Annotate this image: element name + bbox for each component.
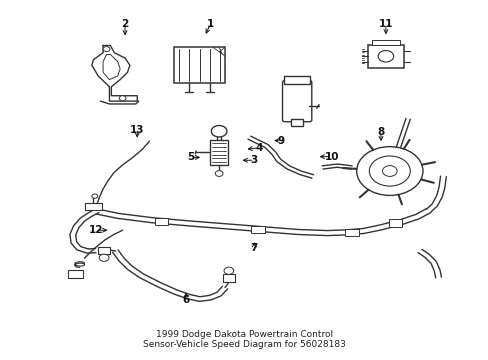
Circle shape [224, 267, 233, 274]
FancyBboxPatch shape [174, 47, 225, 83]
FancyBboxPatch shape [367, 45, 404, 68]
Circle shape [211, 126, 226, 137]
FancyBboxPatch shape [155, 218, 168, 225]
Text: 6: 6 [182, 295, 189, 305]
Text: 4: 4 [255, 143, 262, 153]
Circle shape [119, 96, 126, 101]
Text: 2: 2 [121, 19, 128, 29]
FancyBboxPatch shape [282, 81, 311, 122]
Text: 11: 11 [378, 19, 392, 29]
Text: 3: 3 [250, 155, 257, 165]
FancyBboxPatch shape [291, 119, 303, 126]
Text: 12: 12 [88, 225, 103, 235]
FancyBboxPatch shape [284, 76, 310, 84]
Text: 10: 10 [325, 152, 339, 162]
Text: 13: 13 [130, 125, 144, 135]
FancyBboxPatch shape [209, 140, 228, 165]
Text: 5: 5 [187, 152, 194, 162]
Text: 7: 7 [250, 243, 257, 253]
FancyBboxPatch shape [68, 270, 82, 278]
Text: 8: 8 [377, 127, 384, 136]
FancyBboxPatch shape [84, 203, 102, 211]
Circle shape [368, 156, 409, 186]
Circle shape [103, 46, 110, 51]
Circle shape [382, 166, 396, 176]
Circle shape [92, 194, 98, 198]
FancyBboxPatch shape [223, 274, 234, 282]
Text: 1: 1 [206, 19, 214, 29]
FancyBboxPatch shape [98, 247, 110, 254]
Circle shape [356, 147, 422, 195]
Text: 1999 Dodge Dakota Powertrain Control
Sensor-Vehicle Speed Diagram for 56028183: 1999 Dodge Dakota Powertrain Control Sen… [143, 330, 345, 349]
FancyBboxPatch shape [344, 229, 358, 236]
Circle shape [215, 171, 223, 176]
Text: 9: 9 [277, 136, 284, 145]
Circle shape [99, 254, 109, 261]
FancyBboxPatch shape [371, 40, 400, 45]
FancyBboxPatch shape [251, 226, 264, 233]
Circle shape [377, 50, 393, 62]
FancyBboxPatch shape [388, 220, 402, 226]
